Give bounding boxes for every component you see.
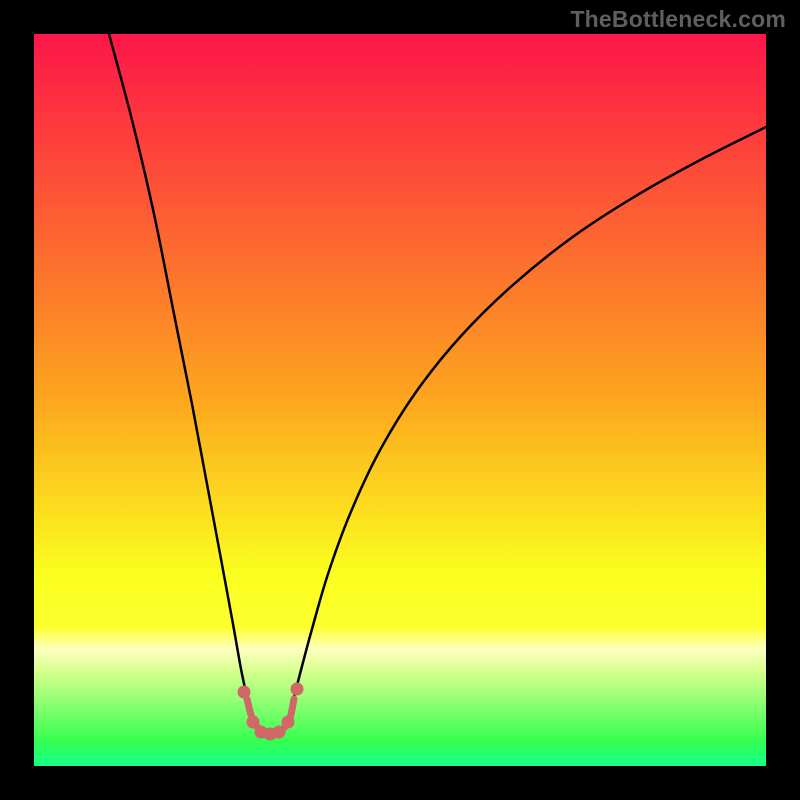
gradient-background (34, 34, 766, 766)
valley-dot (291, 683, 304, 696)
bottleneck-chart (34, 34, 766, 766)
valley-dot (282, 716, 295, 729)
watermark-text: TheBottleneck.com (570, 6, 786, 33)
valley-dot (238, 686, 251, 699)
chart-frame: TheBottleneck.com (0, 0, 800, 800)
valley-dot (273, 726, 286, 739)
